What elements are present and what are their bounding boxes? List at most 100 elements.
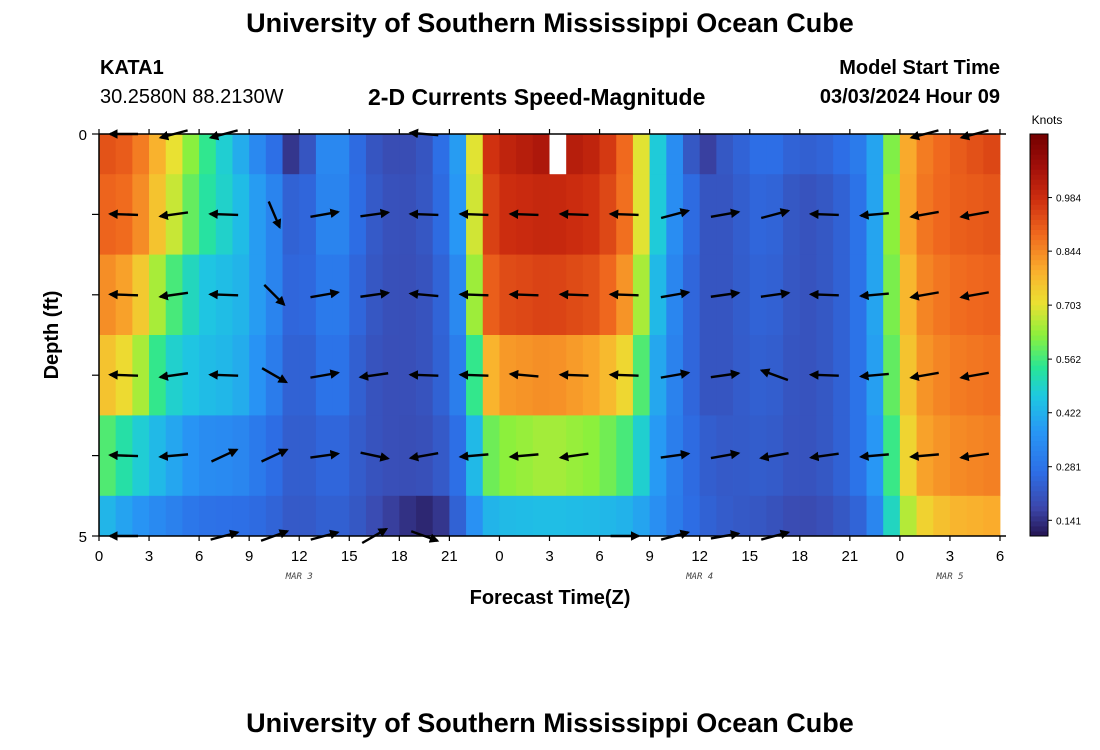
heatmap-cell <box>199 495 217 537</box>
heatmap-cell <box>182 134 200 175</box>
heatmap-cell <box>949 415 968 497</box>
colorbar-segment <box>1030 254 1048 261</box>
heatmap-cell <box>883 335 901 416</box>
current-vector-arrow <box>508 369 539 380</box>
model-start-label: Model Start Time <box>839 57 1000 79</box>
heatmap-cell <box>682 134 701 175</box>
heatmap-cell <box>799 254 817 336</box>
heatmap-cell <box>399 174 417 255</box>
colorbar-segment <box>1030 294 1048 301</box>
heatmap-cell <box>849 415 867 497</box>
axes: 0 3 6 9 12 15 18 21 0 3 6 9 12 15 18 21 0 3 6 MAR 3 MAR 4 MAR… <box>79 127 1006 582</box>
heatmap-cell <box>566 495 584 537</box>
colorbar-segment <box>1030 510 1048 517</box>
current-vector-arrow <box>458 209 489 219</box>
colorbar-tick-label: 0.281 <box>1056 463 1081 474</box>
heatmap-cells <box>99 134 1001 537</box>
current-vector-arrow <box>909 210 939 221</box>
colorbar-segment <box>1030 385 1048 391</box>
heatmap-cell <box>733 134 751 175</box>
heatmap-cell <box>215 495 233 537</box>
colorbar-segment <box>1030 149 1048 155</box>
heatmap-cell <box>749 134 767 175</box>
heatmap-cell <box>983 174 1001 255</box>
colorbar-title: Knots <box>1032 113 1063 127</box>
colorbar-segment <box>1030 324 1048 331</box>
colorbar-segment <box>1030 239 1048 246</box>
colorbar-segment <box>1030 440 1048 447</box>
heatmap-cell <box>699 134 717 175</box>
heatmap-cell <box>149 335 167 416</box>
current-vector-arrow <box>508 451 539 461</box>
heatmap-cell <box>649 495 667 537</box>
heatmap-cell <box>632 335 651 416</box>
colorbar-segment <box>1030 314 1048 321</box>
current-vector-arrow <box>608 209 639 219</box>
heatmap-cell <box>165 495 183 537</box>
current-vector-arrow <box>858 370 889 381</box>
colorbar-segment <box>1030 390 1048 396</box>
heatmap-cell <box>449 495 467 537</box>
repeated-page-title: University of Southern Mississippi Ocean… <box>246 708 854 738</box>
heatmap-cell <box>432 415 450 497</box>
heatmap-cell <box>983 254 1001 336</box>
heatmap-cell <box>315 495 333 537</box>
current-vector-arrow <box>959 451 990 462</box>
colorbar-segment <box>1030 400 1048 406</box>
heatmap-cell <box>933 134 951 175</box>
heatmap-cell <box>549 335 567 416</box>
heatmap-cell <box>466 495 484 537</box>
heatmap-cell <box>299 174 317 255</box>
heatmap-cell <box>899 134 917 175</box>
heatmap-cell <box>966 134 984 175</box>
current-vector-arrow <box>558 370 589 380</box>
heatmap-cell <box>866 134 884 175</box>
colorbar-segment <box>1030 490 1048 497</box>
heatmap-cell <box>399 495 417 537</box>
heatmap-cell <box>799 174 817 255</box>
day-label: MAR 4 <box>685 572 713 582</box>
current-vector-arrow <box>909 291 939 301</box>
colorbar-segment <box>1030 279 1048 286</box>
current-vector-arrow <box>108 370 139 380</box>
colorbar-segment <box>1030 164 1048 170</box>
heatmap-cell <box>332 134 350 175</box>
colorbar-segment <box>1030 214 1048 220</box>
colorbar-segment <box>1030 319 1048 326</box>
current-vector-arrow <box>158 371 189 381</box>
colorbar-tick-label: 0.844 <box>1056 247 1081 258</box>
current-vector-arrow <box>210 448 239 463</box>
colorbar-segment <box>1030 284 1048 291</box>
colorbar-frame <box>1029 133 1049 537</box>
current-vector-arrow <box>809 451 839 462</box>
current-vector-arrow <box>558 209 589 219</box>
heatmap-cell <box>682 335 701 416</box>
current-vector-arrow <box>458 370 489 380</box>
current-vector-arrow <box>267 201 282 230</box>
heatmap-cell <box>432 254 450 336</box>
heatmap-cell <box>682 174 701 255</box>
heatmap-cell <box>582 415 600 497</box>
heatmap-cell <box>382 415 400 497</box>
heatmap-cell <box>199 254 217 336</box>
heatmap-cell <box>532 415 550 497</box>
heatmap-cell <box>99 335 117 416</box>
y-tick-label: 0 <box>79 127 87 144</box>
colorbar-segment <box>1030 395 1048 401</box>
colorbar-segment <box>1030 274 1048 281</box>
heatmap-cell <box>883 174 901 255</box>
heatmap-cell <box>299 254 317 336</box>
current-vector-arrow <box>108 450 139 461</box>
heatmap-cell <box>299 335 317 416</box>
heatmap-cell <box>282 134 300 175</box>
current-vector-arrow <box>959 210 989 221</box>
heatmap-cell <box>582 254 600 336</box>
colorbar-tick-label: 0.562 <box>1056 355 1081 366</box>
current-vector-arrow <box>360 451 390 462</box>
colorbar-segment <box>1030 194 1048 200</box>
colorbar-segment <box>1030 174 1048 180</box>
heatmap-cell <box>949 335 968 416</box>
heatmap-cell <box>332 254 350 336</box>
current-vector-arrow <box>310 369 340 379</box>
